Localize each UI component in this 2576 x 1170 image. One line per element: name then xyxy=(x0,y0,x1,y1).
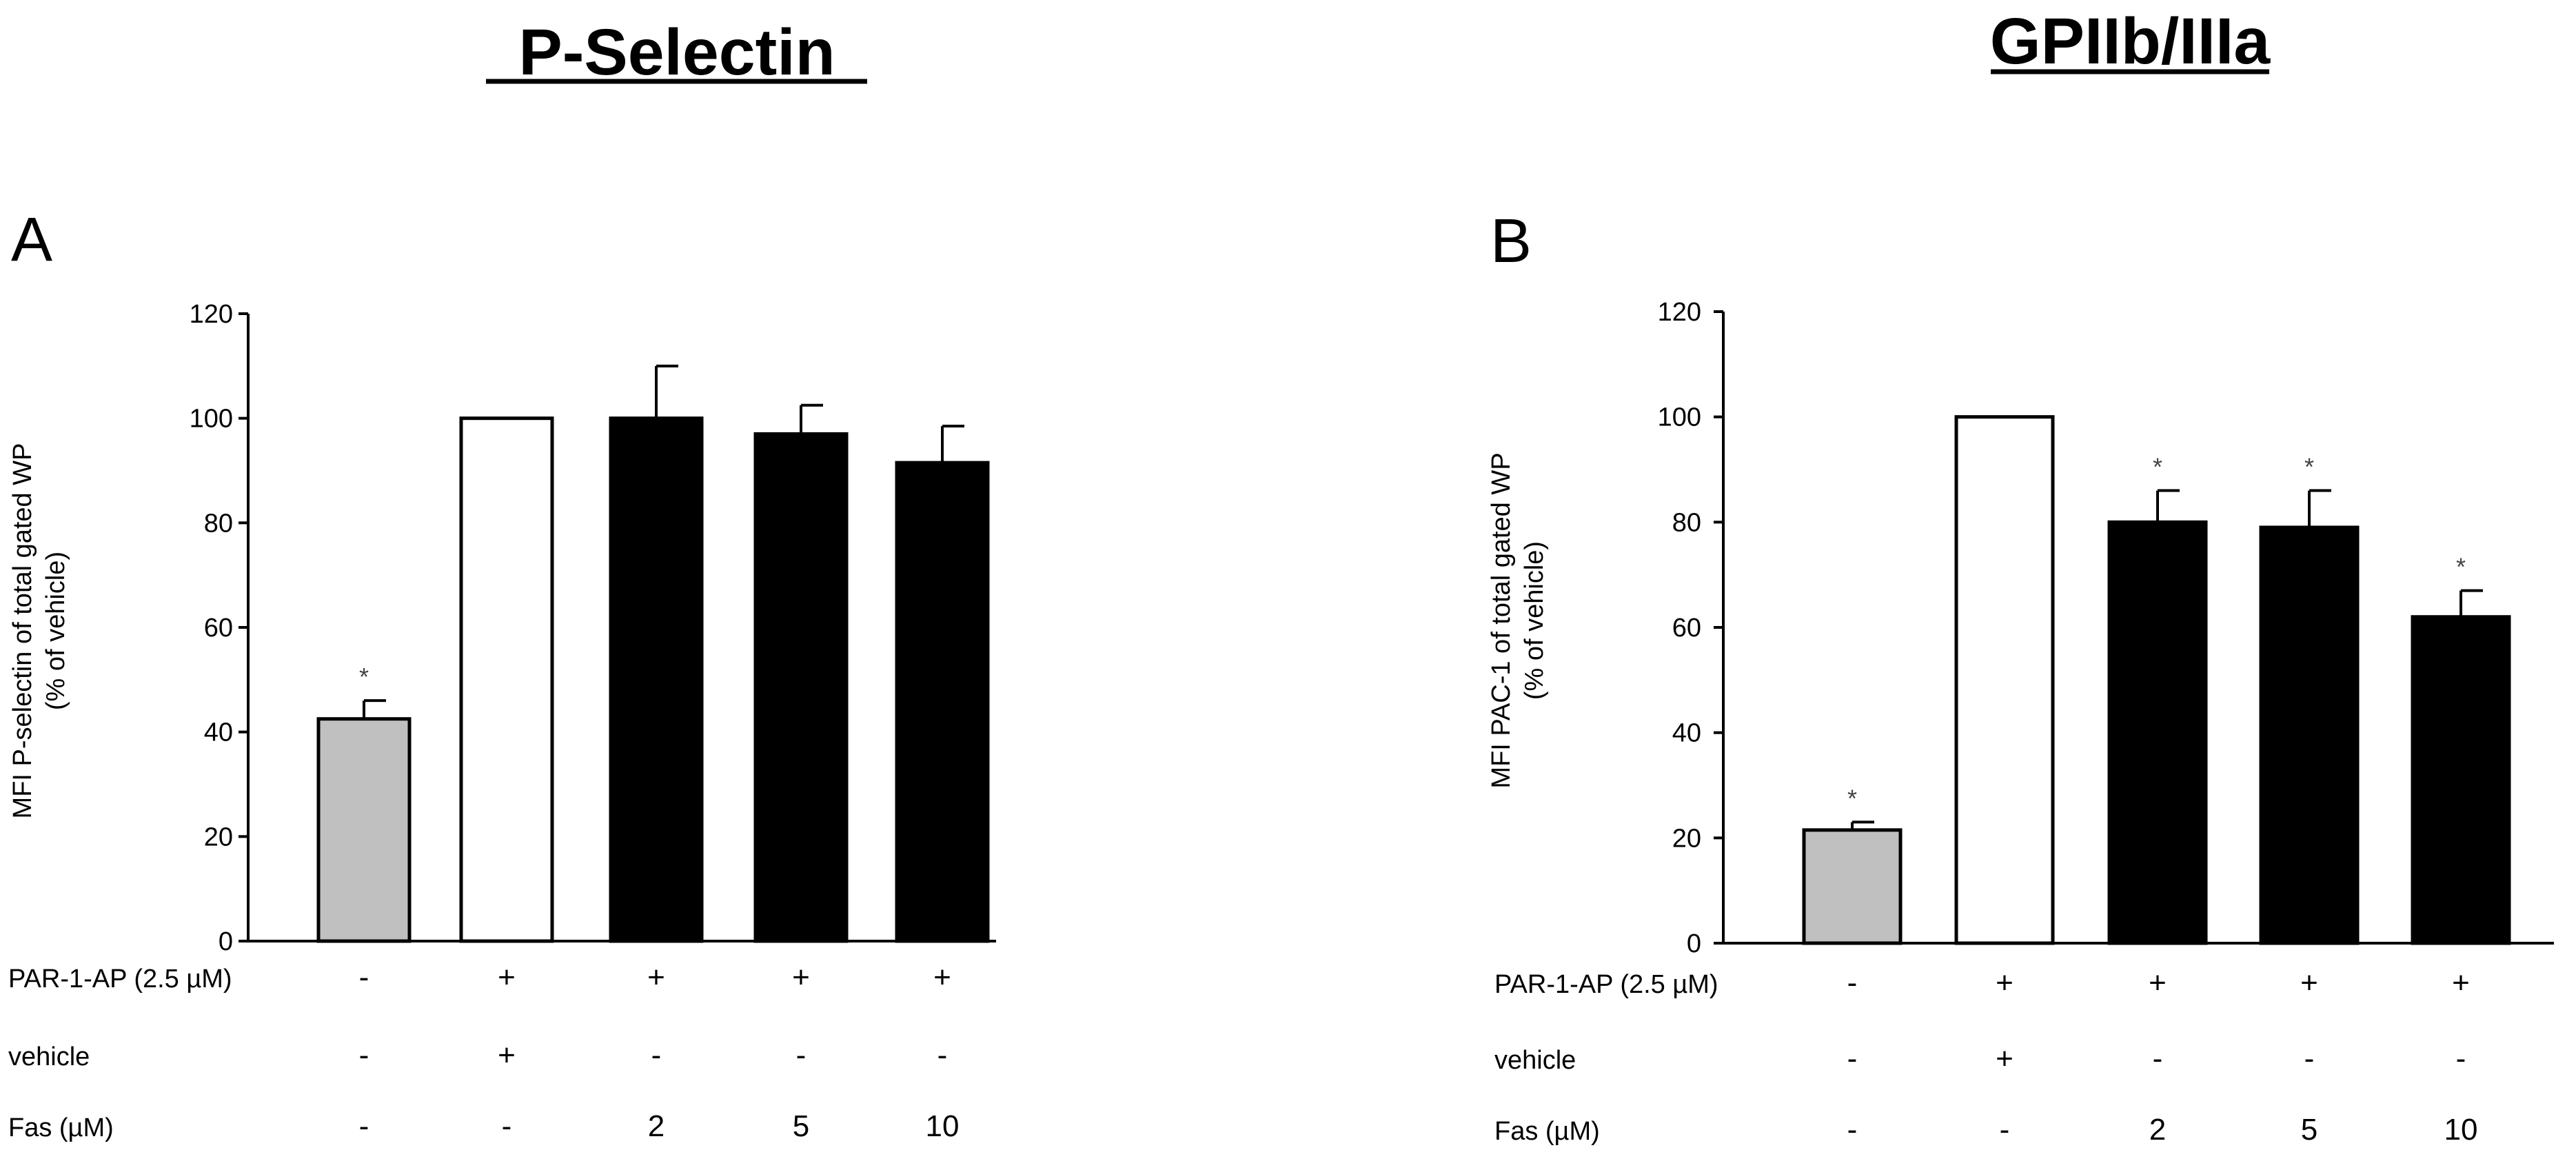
significance-marker: * xyxy=(2456,553,2466,581)
condition-label: PAR-1-AP (2.5 µM) xyxy=(8,965,232,994)
bar xyxy=(2107,520,2208,945)
y-axis-label: MFI P-selectin of total gated WP xyxy=(8,443,37,819)
y-tick-label: 40 xyxy=(1672,719,1701,748)
y-tick-label: 60 xyxy=(204,614,233,643)
condition-value: 5 xyxy=(2301,1113,2318,1147)
panel-label: B xyxy=(1490,207,1532,276)
significance-marker: * xyxy=(359,663,369,691)
y-tick-label: 20 xyxy=(1672,824,1701,853)
panel-a: P-Selectin A MFI P-selectin of total gat… xyxy=(8,16,996,1143)
chart-title: P-Selectin xyxy=(518,16,835,89)
y-tick-label: 0 xyxy=(219,927,233,956)
bar xyxy=(2259,525,2360,945)
plot-area: 0 20 40 60 80 100 120 * * * * xyxy=(1658,298,2554,958)
y-tick-label: 0 xyxy=(1687,929,1701,958)
panel-b: GPIIb/IIIa B MFI PAC-1 of total gated WP… xyxy=(1487,5,2554,1147)
condition-value: + xyxy=(2452,966,2470,1000)
condition-value: - xyxy=(2304,1042,2315,1076)
condition-label: PAR-1-AP (2.5 µM) xyxy=(1494,970,1718,999)
condition-value: - xyxy=(1847,1113,1858,1147)
condition-value: - xyxy=(2000,1113,2010,1147)
condition-value: - xyxy=(2456,1042,2466,1076)
y-tick-label: 100 xyxy=(1658,403,1701,432)
condition-value: + xyxy=(1996,1042,2014,1076)
chart-title: GPIIb/IIIa xyxy=(1990,5,2271,78)
y-axis-label-sub: (% of vehicle) xyxy=(41,552,70,710)
significance-marker: * xyxy=(1847,784,1857,812)
bar xyxy=(459,416,554,943)
condition-table: PAR-1-AP (2.5 µM) - + + + + vehicle - + - - - Fas (µ… xyxy=(1494,966,2477,1147)
condition-value: - xyxy=(937,1038,948,1072)
y-tick-label: 80 xyxy=(204,509,233,538)
plot-area: 0 20 40 60 80 100 120 * xyxy=(190,300,996,956)
condition-value: + xyxy=(647,960,665,994)
bar xyxy=(1954,415,2055,945)
condition-value: - xyxy=(502,1109,512,1143)
condition-value: - xyxy=(359,1109,369,1143)
significance-marker: * xyxy=(2304,453,2314,481)
y-tick-label: 60 xyxy=(1672,614,1701,643)
panel-label: A xyxy=(11,205,52,274)
condition-value: - xyxy=(2153,1042,2163,1076)
y-tick-label: 120 xyxy=(190,300,233,329)
condition-value: + xyxy=(498,1038,516,1072)
bar xyxy=(753,432,849,943)
bar xyxy=(895,461,990,943)
y-tick-label: 100 xyxy=(190,405,233,434)
y-tick-label: 120 xyxy=(1658,298,1701,327)
condition-value: + xyxy=(498,960,516,994)
condition-label: Fas (µM) xyxy=(1494,1117,1600,1146)
bar xyxy=(316,717,412,943)
condition-value: + xyxy=(1996,966,2014,1000)
y-axis-label: MFI PAC-1 of total gated WP xyxy=(1487,452,1516,788)
condition-value: 2 xyxy=(648,1109,665,1143)
bar xyxy=(1802,828,1903,945)
condition-value: - xyxy=(796,1038,807,1072)
condition-value: - xyxy=(1847,1042,1858,1076)
condition-value: 2 xyxy=(2149,1113,2166,1147)
condition-value: - xyxy=(1847,966,1858,1000)
condition-table: PAR-1-AP (2.5 µM) - + + + + vehicle - + - - - Fas (µ… xyxy=(8,960,959,1143)
y-tick-label: 40 xyxy=(204,718,233,747)
bar xyxy=(609,416,704,943)
condition-value: + xyxy=(933,960,951,994)
y-tick-label: 80 xyxy=(1672,508,1701,537)
bar xyxy=(2411,615,2511,945)
condition-value: + xyxy=(2149,966,2167,1000)
condition-label: vehicle xyxy=(1494,1046,1576,1075)
condition-value: - xyxy=(359,1038,369,1072)
condition-value: + xyxy=(2300,966,2318,1000)
significance-marker: * xyxy=(2153,453,2162,481)
y-axis-label-sub: (% of vehicle) xyxy=(1520,541,1549,700)
condition-label: Fas (µM) xyxy=(8,1113,114,1142)
y-tick-label: 20 xyxy=(204,823,233,851)
condition-value: 10 xyxy=(926,1109,960,1143)
condition-value: 5 xyxy=(793,1109,809,1143)
condition-label: vehicle xyxy=(8,1042,90,1071)
condition-value: 10 xyxy=(2444,1113,2478,1147)
condition-value: + xyxy=(792,960,810,994)
condition-value: - xyxy=(651,1038,662,1072)
condition-value: - xyxy=(359,960,369,994)
